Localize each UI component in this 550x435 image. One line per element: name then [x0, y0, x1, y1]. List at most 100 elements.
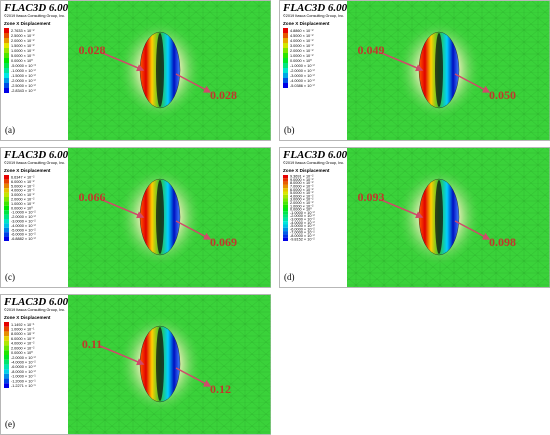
legend-label: 1.0000 × 10⁻² [290, 54, 314, 58]
panel: 0.049 0.050 FLAC3D 6.00©2019 Itasca Consul… [279, 0, 550, 141]
legend-label: 4.0000 × 10⁻² [290, 39, 314, 43]
legend-swatch [283, 68, 288, 73]
legend-swatch [4, 63, 9, 68]
legend-swatch [4, 183, 9, 189]
legend-label: -4.0000 × 10⁻² [11, 224, 36, 228]
panel: 0.066 0.069 FLAC3D 6.00©2019 Itasca Consul… [0, 147, 271, 288]
legend-label: 6.0000 × 10⁻² [11, 180, 35, 184]
legend-label: 2.5000 × 10⁻² [11, 34, 35, 38]
arrow [378, 198, 424, 219]
legend-label: -4.0000 × 10⁻² [290, 79, 315, 83]
legend-label: 8.0000 × 10⁻² [11, 332, 35, 336]
legend-label: -1.5000 × 10⁻² [11, 74, 36, 78]
excavation-core [156, 180, 164, 254]
legend-label: 4.8860 × 10⁻² [290, 29, 314, 33]
right-value: 0.12 [210, 382, 231, 396]
legend-swatch [4, 378, 9, 384]
legend-label: 0.0000 × 10⁰ [11, 351, 33, 355]
legend-swatch [4, 340, 9, 346]
legend-label: 1.1492 × 10⁻¹ [11, 323, 35, 327]
software-title: FLAC3D 6.00 [282, 2, 348, 14]
legend-swatch [4, 326, 9, 332]
legend-label: -3.0000 × 10⁻² [11, 220, 36, 224]
legend-swatch [283, 221, 288, 225]
legend-label: 6.0000 × 10⁻² [11, 337, 35, 341]
legend-label: 0.0000 × 10⁰ [11, 206, 33, 210]
legend-swatch [283, 28, 288, 33]
arrow [378, 51, 424, 72]
legend-label: -1.0000 × 10⁻² [11, 69, 36, 73]
legend-swatch [4, 355, 9, 360]
legend-swatch [4, 359, 9, 365]
legend-swatch [283, 237, 288, 241]
legend-label: 0.0000 × 10⁰ [11, 59, 33, 63]
legend-label: 1.0000 × 10⁻² [11, 49, 35, 53]
legend-label: -1.0000 × 10⁻² [11, 211, 36, 215]
legend-swatch [283, 188, 288, 192]
panel-label: (a) [5, 125, 15, 135]
legend-swatch [4, 58, 9, 63]
arrow [99, 51, 145, 72]
legend-label: -1.2271 × 10⁻¹ [11, 384, 36, 388]
panel: 0.11 0.12 FLAC3D 6.00©2019 Itasca Consulti… [0, 294, 271, 435]
legend-swatch [4, 38, 9, 43]
panel-label: (c) [5, 272, 15, 282]
legend-swatch [283, 83, 288, 88]
legend-label: -2.5000 × 10⁻² [11, 84, 36, 88]
legend-swatch [4, 179, 9, 184]
legend-label: -2.8343 × 10⁻² [11, 89, 36, 93]
copyright: ©2019 Itasca Consulting Group, Inc. [4, 14, 65, 18]
legend-label: 3.0000 × 10⁻² [290, 198, 314, 202]
legend-swatch [4, 336, 9, 341]
legend-label: -5.0000 × 10⁻² [290, 224, 315, 228]
left-value: 0.028 [79, 43, 106, 57]
legend-title: Zone X Displacement [4, 315, 51, 320]
legend-swatch [4, 192, 9, 197]
legend-swatch [4, 369, 9, 374]
legend-swatch [283, 198, 288, 202]
legend-swatch [4, 210, 9, 215]
software-title: FLAC3D 6.00 [282, 149, 348, 161]
legend-swatch [283, 73, 288, 78]
legend-label: -2.0000 × 10⁻² [11, 215, 36, 219]
legend-label: -4.0000 × 10⁻² [11, 360, 36, 364]
left-value: 0.11 [82, 337, 102, 351]
legend-swatch [4, 175, 9, 180]
legend-label: 2.0000 × 10⁻² [11, 198, 35, 202]
legend-swatch [4, 350, 9, 355]
legend-label: 0.0000 × 10⁰ [290, 59, 312, 63]
legend-title: Zone X Displacement [4, 21, 51, 26]
legend-swatch [283, 211, 288, 215]
legend-label: 1.5000 × 10⁻² [11, 44, 35, 48]
legend-label: -3.0000 × 10⁻² [290, 218, 315, 222]
legend-label: -6.0000 × 10⁻² [290, 227, 315, 231]
legend-title: Zone X Displacement [283, 168, 330, 173]
legend-label: -6.0000 × 10⁻² [11, 233, 36, 237]
arrow [454, 73, 491, 93]
legend-label: -2.0000 × 10⁻² [290, 214, 315, 218]
legend-label: -3.0000 × 10⁻² [290, 74, 315, 78]
legend-swatch [283, 178, 288, 182]
copyright: ©2019 Itasca Consulting Group, Inc. [4, 161, 65, 165]
legend-label: 9.0000 × 10⁻² [290, 178, 314, 182]
software-title: FLAC3D 6.00 [3, 2, 69, 14]
legend-label: 0.0000 × 10⁰ [290, 208, 312, 212]
legend-swatch [283, 194, 288, 199]
legend-label: -1.0000 × 10⁻¹ [11, 375, 36, 379]
panel-label: (b) [284, 125, 295, 135]
copyright: ©2019 Itasca Consulting Group, Inc. [283, 161, 344, 165]
legend-label: 4.0000 × 10⁻² [11, 189, 35, 193]
excavation-core [156, 327, 164, 401]
legend-title: Zone X Displacement [4, 168, 51, 173]
legend-label: -5.0386 × 10⁻² [290, 84, 315, 88]
legend-label: -6.8882 × 10⁻² [11, 237, 36, 241]
legend-label: 1.0000 × 10⁻² [290, 204, 314, 208]
legend-label: 2.7633 × 10⁻² [11, 29, 35, 33]
copyright: ©2019 Itasca Consulting Group, Inc. [4, 308, 65, 312]
legend-swatch [4, 73, 9, 78]
legend-swatch [4, 236, 9, 241]
legend-swatch [4, 197, 9, 202]
excavation-core [435, 33, 443, 107]
arrow [175, 367, 212, 387]
arrow [99, 198, 145, 219]
